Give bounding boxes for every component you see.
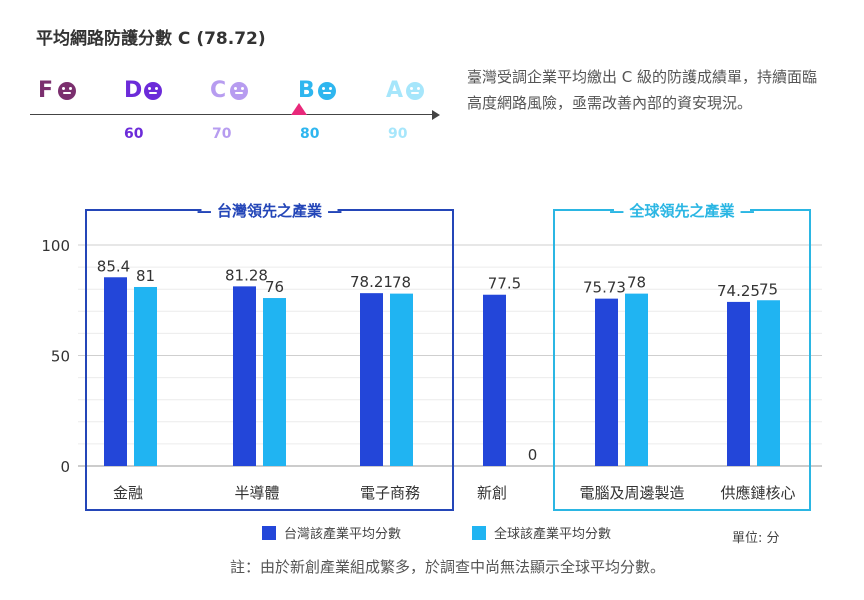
grade-letter-d: D (124, 78, 143, 103)
grade-letter-b: B (298, 78, 315, 103)
grade-letter-c: C (210, 78, 227, 103)
x-category-label: 電腦及周邊製造 (579, 484, 684, 502)
bar-global (263, 298, 286, 466)
grade-letter-f: F (38, 78, 54, 103)
bar-label-global: 0 (528, 446, 538, 464)
footnote: 註：由於新創產業組成繁多，於調查中尚無法顯示全球平均分數。 (230, 558, 666, 576)
bar-taiwan (483, 294, 506, 466)
bar-global (134, 286, 157, 466)
legend-label-taiwan: 台灣該產業平均分數 (284, 527, 402, 542)
bar-label-taiwan: 77.5 (488, 275, 521, 293)
grade-letter-a: A (386, 78, 404, 103)
group-label: — 台灣領先之產業 — (197, 202, 342, 220)
bar-taiwan (727, 301, 750, 466)
grade-face-b-icon (318, 82, 336, 100)
bar-label-taiwan: 78.21 (350, 273, 393, 291)
grade-score-c: 70 (212, 126, 232, 142)
scale-line (30, 114, 434, 115)
bar-label-global: 81 (136, 267, 155, 285)
bar-label-taiwan: 85.4 (97, 257, 130, 275)
bar-global (390, 293, 413, 466)
chart-title: 平均網路防護分數 C (78.72) (36, 29, 266, 49)
bar-taiwan (233, 286, 256, 466)
x-category-label: 電子商務 (360, 484, 420, 502)
bar-taiwan (360, 293, 383, 466)
scale-arrow-icon (432, 110, 440, 120)
grade-face-f-icon (58, 82, 76, 100)
group-label-bg (201, 200, 338, 220)
grade-scale: F D 60 C 70 B 80 A 90 (30, 70, 450, 150)
bar-taiwan (104, 277, 127, 466)
description-text: 臺灣受調企業平均繳出 C 級的防護成績單，持續面臨高度網路風險，亟需改善內部的資… (467, 68, 818, 112)
y-tick-label: 0 (60, 458, 70, 476)
group-label: — 全球領先之產業 — (609, 202, 754, 220)
grade-score-a: 90 (388, 126, 408, 142)
bar-label-global: 78 (627, 274, 646, 292)
group-label-bg (614, 200, 750, 220)
bar-label-taiwan: 81.28 (225, 266, 268, 284)
legend-swatch-global (472, 526, 486, 540)
bar-taiwan (595, 298, 618, 466)
x-category-label: 金融 (113, 484, 143, 502)
legend-swatch-taiwan (262, 526, 276, 540)
legend-taiwan: 台灣該產業平均分數 (262, 523, 401, 542)
x-category-label: 半導體 (234, 484, 279, 502)
bar-global (757, 300, 780, 466)
bar-label-global: 78 (392, 274, 411, 292)
bar-label-global: 76 (265, 278, 284, 296)
legend-label-global: 全球該產業平均分數 (494, 527, 612, 542)
y-tick-label: 50 (51, 348, 70, 366)
y-tick-label: 100 (41, 237, 70, 255)
grade-face-a-icon (406, 82, 424, 100)
unit-label: 單位: 分 (732, 531, 780, 546)
bar-chart: 0 50 100 — 台灣領先之產業 — — 全球領先之產業 — 85.4 81 金融 81.2… (41, 200, 822, 511)
grade-score-b: 80 (300, 126, 320, 142)
bar-label-taiwan: 74.25 (717, 282, 760, 300)
x-category-label: 新創 (477, 484, 507, 502)
bar-label-global: 75 (759, 280, 778, 298)
bar-global (625, 293, 648, 466)
score-marker-icon (290, 103, 307, 115)
grade-face-d-icon (144, 82, 162, 100)
grade-score-d: 60 (124, 126, 144, 142)
legend-global: 全球該產業平均分數 (472, 523, 611, 542)
grade-face-c-icon (230, 82, 248, 100)
bar-label-taiwan: 75.73 (583, 279, 626, 297)
x-category-label: 供應鏈核心 (720, 484, 795, 502)
